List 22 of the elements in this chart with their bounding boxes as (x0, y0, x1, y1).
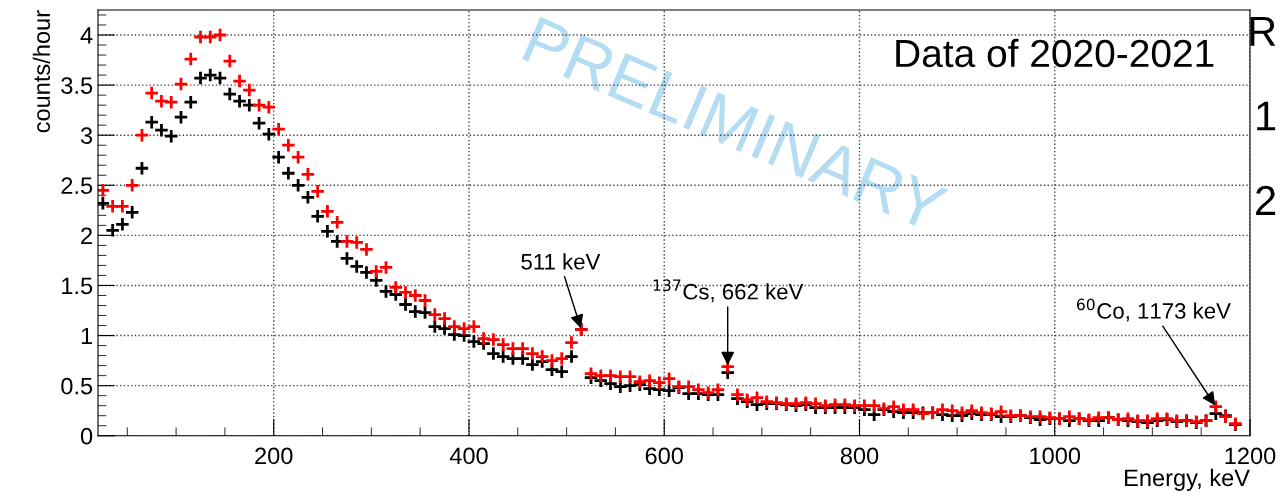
annotation: $^{60}$Co, 1173 keV (1076, 298, 1231, 322)
x-tick-label: 200 (255, 447, 293, 465)
text: 1 (1257, 101, 1276, 131)
y-axis-title: counts/hour (32, 10, 51, 133)
x-tick-label: 1200 (1225, 447, 1276, 465)
y-tick-label: 1 (81, 327, 92, 345)
y-tick-label: 3 (80, 127, 93, 144)
x-tick-label: 800 (840, 447, 879, 465)
annotation: 511 keV (521, 253, 601, 270)
y-tick-label: 4 (80, 27, 93, 44)
y-tick-label: 0 (80, 427, 93, 445)
x-axis-title: Energy, keV (1125, 468, 1250, 491)
annotation: $^{137}$Cs, 662 keV (653, 279, 804, 303)
text: 2 (1256, 185, 1276, 215)
y-tick-label: 2 (81, 227, 92, 244)
y-tick-label: 2.5 (61, 177, 93, 195)
x-tick-label: 400 (449, 447, 488, 465)
x-tick-label: 1000 (1030, 447, 1081, 465)
y-tick-label: 0.5 (61, 377, 93, 395)
y-tick-label: 1.5 (62, 277, 93, 295)
y-tick-label: 3.5 (61, 77, 93, 94)
x-tick-label: 600 (645, 447, 684, 465)
